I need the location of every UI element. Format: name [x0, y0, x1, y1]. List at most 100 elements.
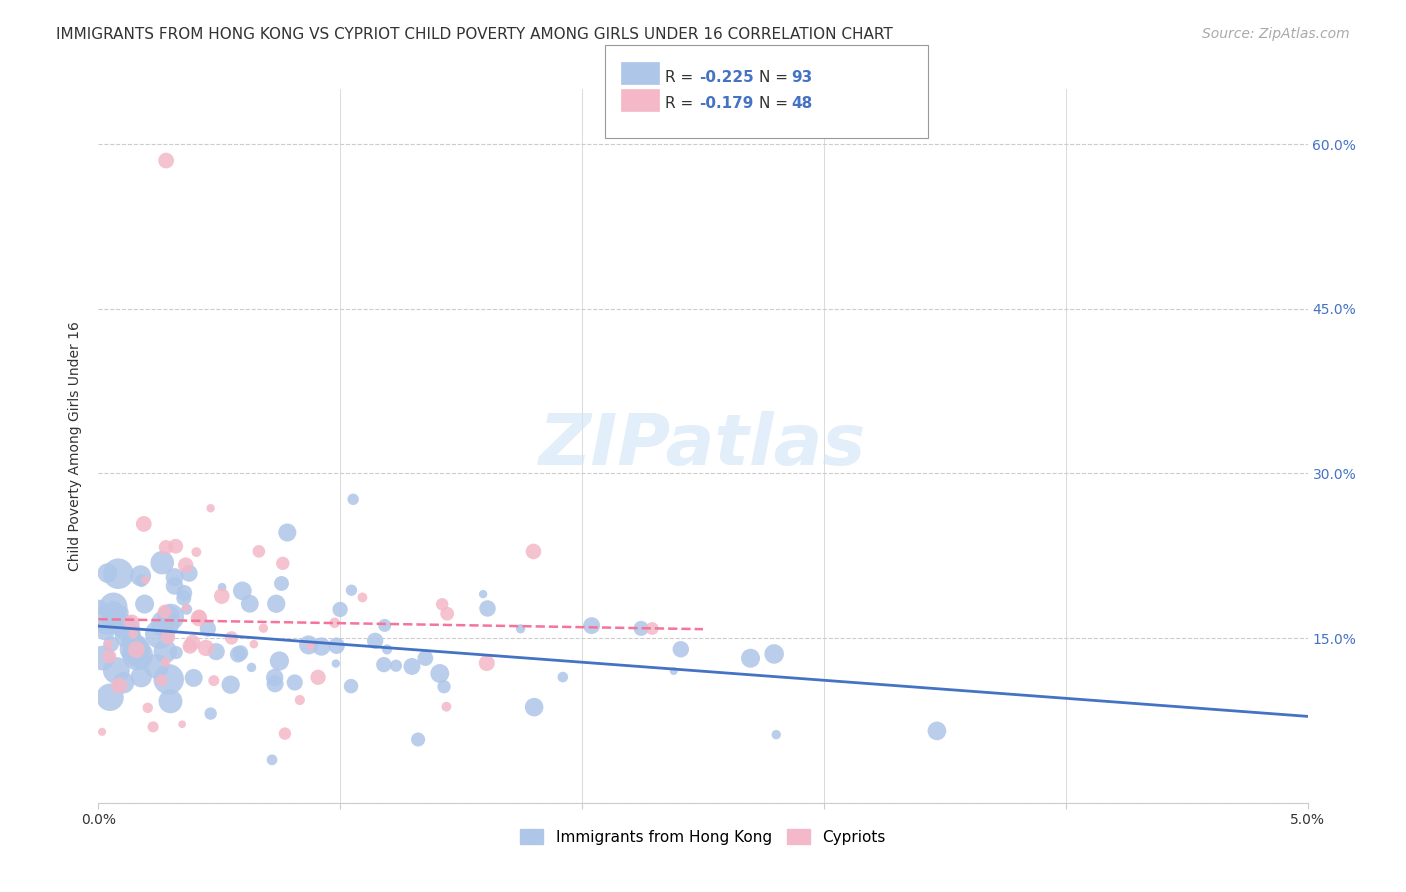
Point [103, 604, 125, 618]
Point [211, 589, 233, 603]
Point [176, 640, 198, 654]
Point [522, 544, 544, 558]
Point [153, 616, 176, 631]
Point [149, 627, 172, 641]
Point [243, 637, 266, 651]
Point [630, 621, 652, 635]
Point [163, 579, 186, 593]
Point [340, 679, 363, 693]
Point [221, 631, 243, 645]
Point [641, 622, 664, 636]
Point [325, 657, 347, 671]
Point [200, 501, 222, 516]
Point [229, 646, 252, 660]
Point [159, 694, 181, 708]
Point [98, 690, 121, 705]
Text: IMMIGRANTS FROM HONG KONG VS CYPRIOT CHILD POVERTY AMONG GIRLS UNDER 16 CORRELAT: IMMIGRANTS FROM HONG KONG VS CYPRIOT CHI… [56, 27, 893, 42]
Point [176, 602, 198, 616]
Point [89, 600, 111, 615]
Point [91, 651, 114, 665]
Point [375, 642, 398, 657]
Point [581, 618, 603, 632]
Point [129, 670, 152, 684]
Point [763, 647, 786, 661]
Text: R =: R = [665, 70, 699, 85]
Point [436, 607, 458, 621]
Point [523, 700, 546, 714]
Point [194, 640, 217, 655]
Point [433, 680, 456, 694]
Point [385, 658, 408, 673]
Y-axis label: Child Poverty Among Girls Under 16: Child Poverty Among Girls Under 16 [69, 321, 83, 571]
Point [172, 717, 194, 731]
Point [188, 611, 211, 625]
Point [165, 539, 187, 553]
Legend: Immigrants from Hong Kong, Cypriots: Immigrants from Hong Kong, Cypriots [513, 821, 893, 852]
Point [288, 693, 311, 707]
Point [200, 706, 222, 721]
Point [247, 544, 270, 558]
Point [108, 679, 131, 693]
Point [364, 633, 387, 648]
Point [122, 626, 145, 640]
Point [307, 670, 329, 684]
Point [401, 659, 423, 673]
Point [430, 597, 453, 611]
Point [662, 664, 685, 678]
Text: ZIPatlas: ZIPatlas [540, 411, 866, 481]
Point [925, 723, 948, 738]
Point [219, 678, 242, 692]
Point [765, 728, 787, 742]
Point [205, 645, 228, 659]
Point [103, 599, 125, 614]
Point [436, 699, 458, 714]
Point [94, 624, 117, 638]
Point [117, 628, 139, 642]
Point [136, 701, 159, 715]
Point [231, 583, 253, 598]
Point [226, 648, 249, 662]
Point [373, 657, 395, 672]
Point [155, 644, 177, 658]
Point [96, 566, 118, 581]
Point [173, 586, 195, 600]
Point [100, 637, 122, 651]
Point [299, 640, 322, 654]
Point [156, 630, 179, 644]
Point [264, 677, 287, 691]
Point [211, 580, 233, 594]
Point [153, 605, 176, 619]
Point [669, 642, 692, 657]
Point [155, 541, 177, 555]
Point [240, 660, 263, 674]
Text: -0.225: -0.225 [699, 70, 754, 85]
Text: N =: N = [759, 70, 793, 85]
Point [323, 615, 346, 630]
Point [329, 602, 352, 616]
Point [159, 610, 181, 624]
Point [127, 639, 149, 653]
Point [134, 597, 156, 611]
Point [188, 609, 211, 624]
Point [297, 638, 319, 652]
Point [121, 615, 143, 630]
Point [173, 591, 195, 606]
Point [129, 568, 152, 582]
Point [174, 600, 197, 615]
Point [155, 153, 177, 168]
Point [551, 670, 574, 684]
Point [145, 659, 167, 673]
Point [475, 656, 498, 670]
Point [342, 492, 364, 507]
Point [263, 670, 285, 684]
Point [260, 753, 283, 767]
Point [264, 597, 287, 611]
Point [132, 516, 155, 531]
Point [274, 726, 297, 740]
Point [100, 608, 122, 623]
Text: Source: ZipAtlas.com: Source: ZipAtlas.com [1202, 27, 1350, 41]
Point [740, 651, 762, 665]
Point [174, 558, 197, 573]
Point [112, 618, 135, 632]
Point [117, 621, 139, 635]
